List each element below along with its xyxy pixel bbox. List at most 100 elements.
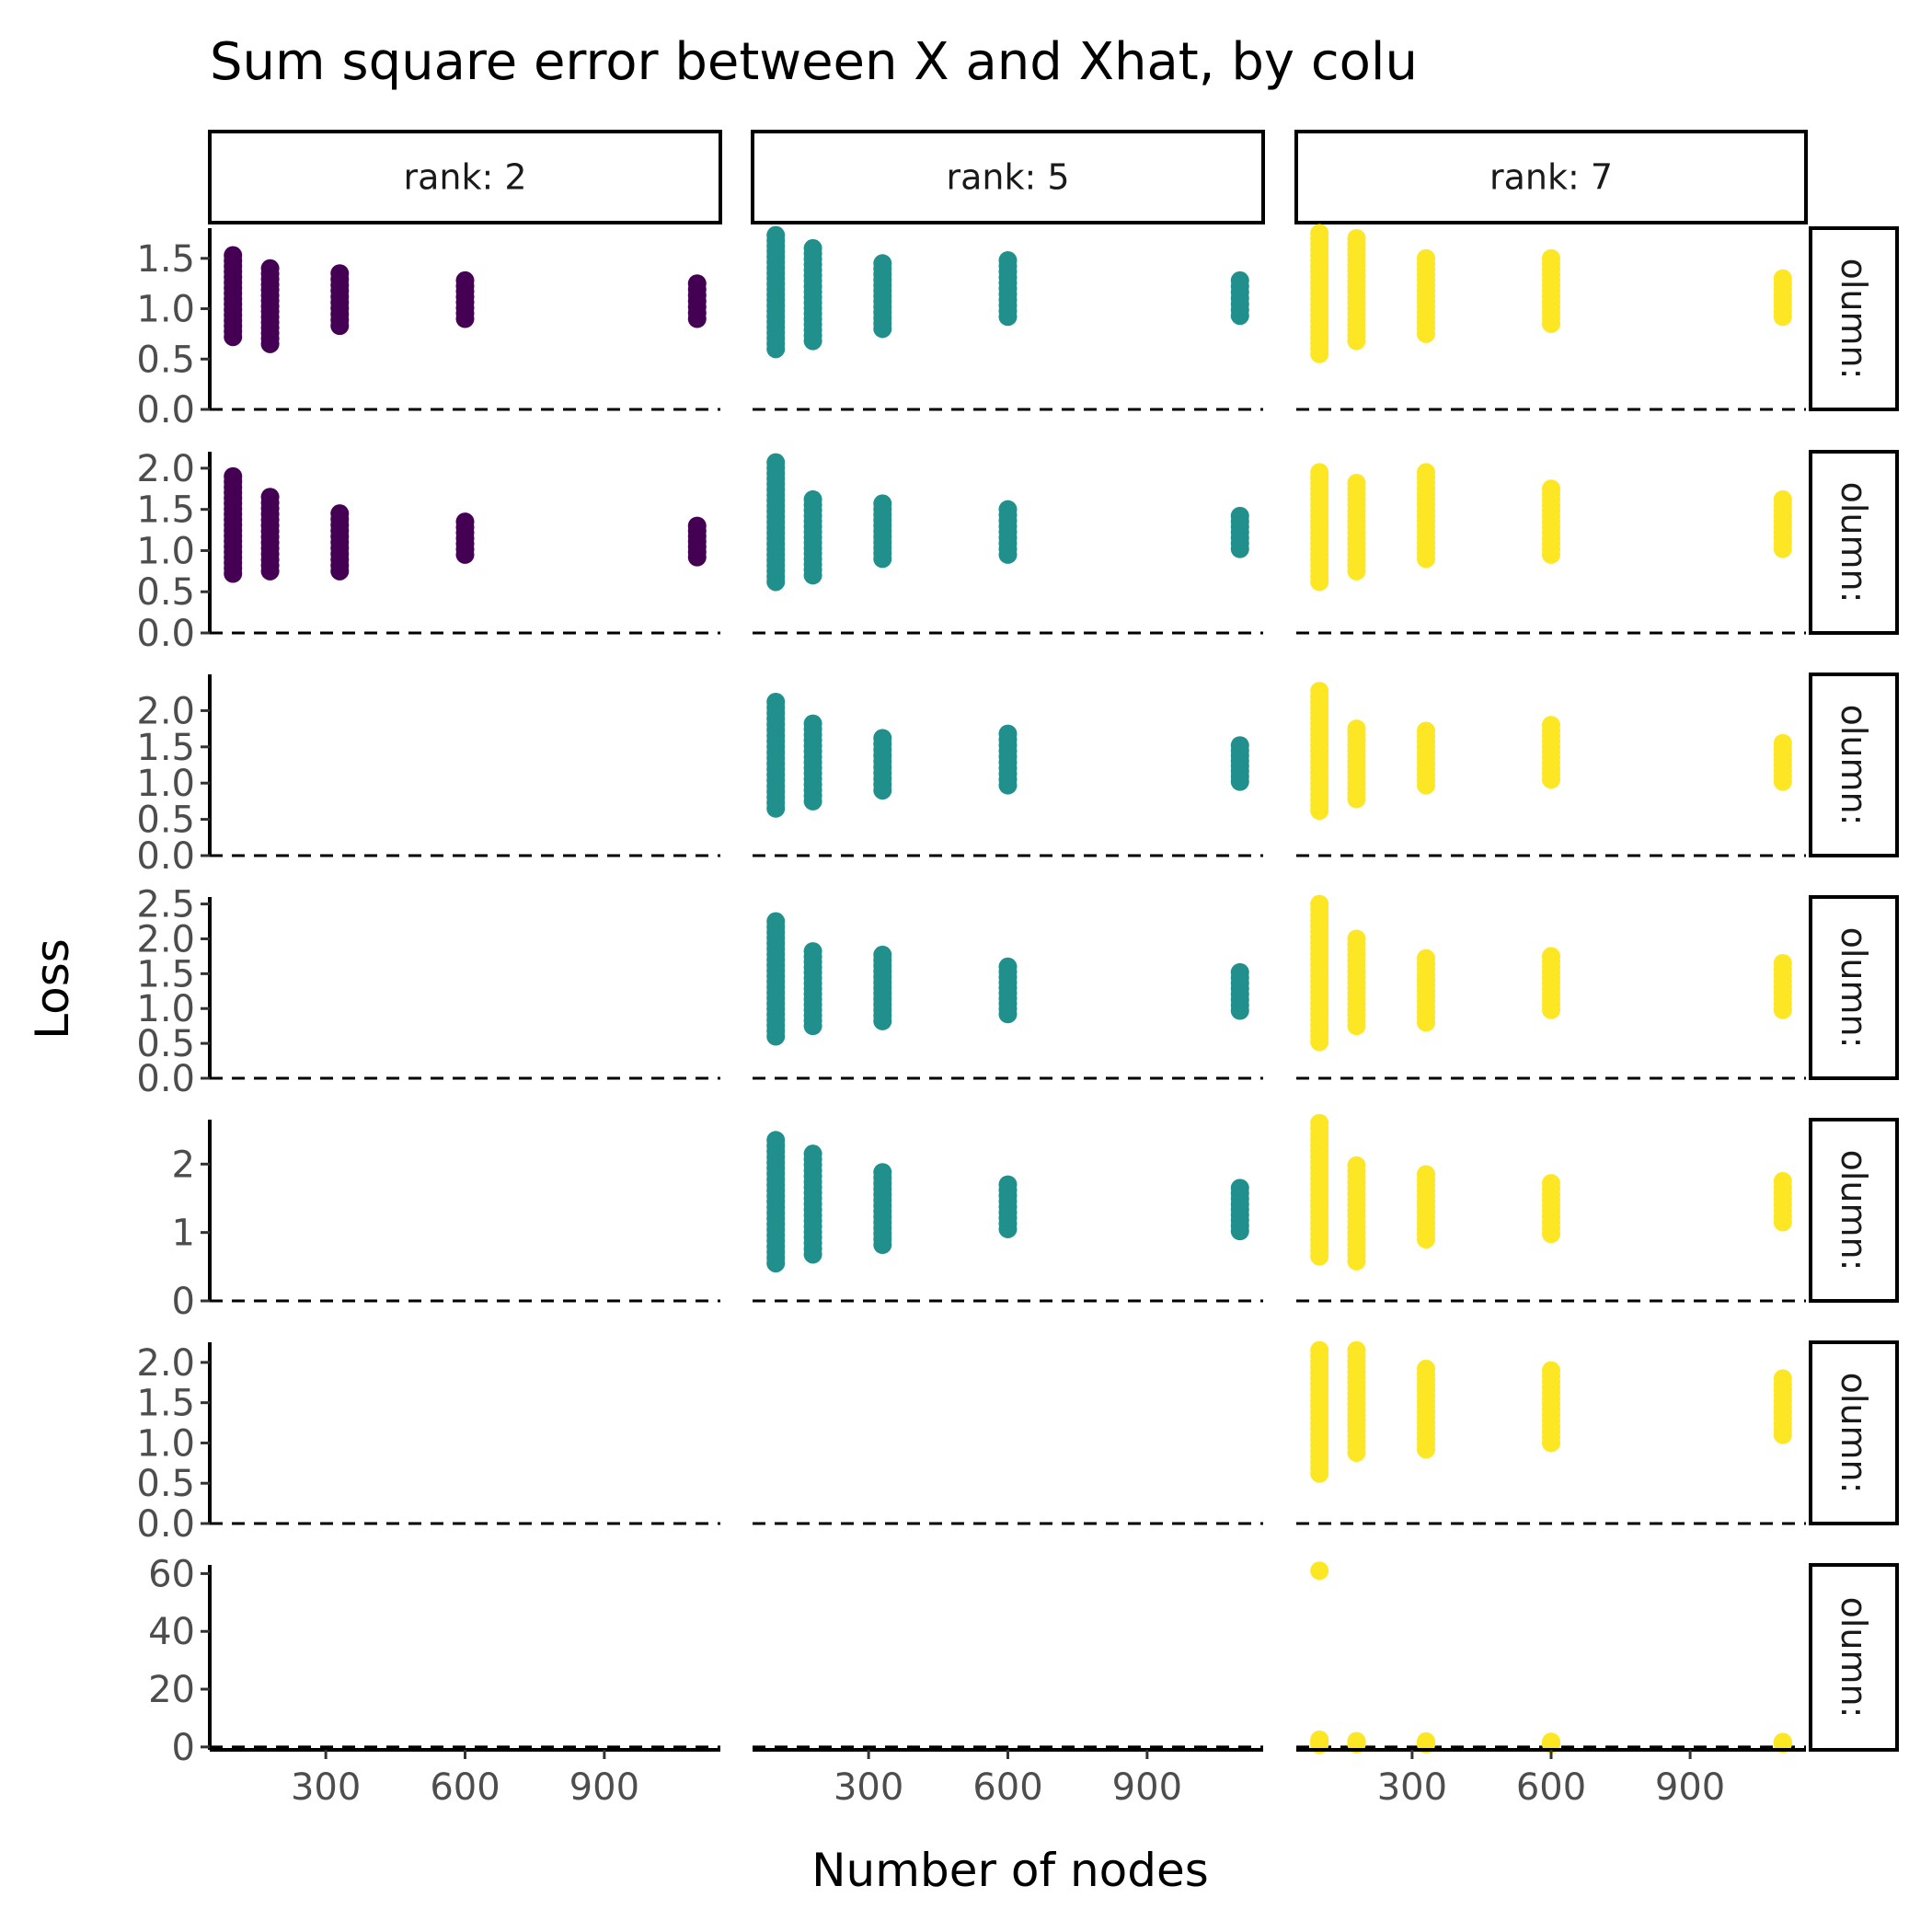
data-point bbox=[1417, 463, 1436, 482]
facet-strip-row-label: olumn: bbox=[1834, 927, 1874, 1049]
facet-strip-label: rank: 5 bbox=[946, 157, 1069, 198]
data-point bbox=[260, 259, 280, 278]
data-point bbox=[766, 225, 786, 245]
data-point bbox=[873, 945, 892, 964]
data-point bbox=[803, 238, 822, 258]
data-point bbox=[1417, 248, 1436, 268]
data-point bbox=[1417, 949, 1436, 968]
y-tick-label: 0.5 bbox=[136, 1463, 195, 1505]
y-tick-label: 1.5 bbox=[136, 489, 195, 532]
data-point bbox=[766, 692, 786, 711]
y-tick-label: 20 bbox=[148, 1669, 195, 1711]
data-point bbox=[224, 466, 243, 486]
y-tick-label: 1.0 bbox=[136, 763, 195, 805]
facet-strip-row-label: olumn: bbox=[1834, 705, 1874, 826]
data-point bbox=[1230, 1179, 1249, 1198]
data-point bbox=[1310, 224, 1329, 243]
x-tick-label: 300 bbox=[1377, 1766, 1447, 1809]
data-point bbox=[687, 516, 707, 535]
y-tick-label: 1.5 bbox=[136, 953, 195, 995]
data-point bbox=[803, 489, 822, 509]
y-tick-label: 1.5 bbox=[136, 1383, 195, 1425]
y-tick-label: 1.0 bbox=[136, 289, 195, 331]
data-point bbox=[330, 504, 350, 523]
data-point bbox=[766, 1131, 786, 1150]
y-tick-label: 2 bbox=[172, 1144, 195, 1186]
y-tick-label: 2.0 bbox=[136, 1342, 195, 1385]
facet-strip-row-label: olumn: bbox=[1834, 1150, 1874, 1271]
data-point bbox=[260, 488, 280, 507]
data-point bbox=[1773, 489, 1792, 509]
y-tick-label: 1.0 bbox=[136, 530, 195, 572]
x-tick-label: 600 bbox=[972, 1766, 1042, 1809]
data-point bbox=[1310, 1113, 1329, 1133]
facet-strip-row-label: olumn: bbox=[1834, 482, 1874, 604]
data-point bbox=[1310, 463, 1329, 482]
y-tick-label: 1 bbox=[172, 1213, 195, 1255]
y-tick-label: 0.5 bbox=[136, 339, 195, 381]
data-point bbox=[1417, 1359, 1436, 1378]
data-point bbox=[330, 264, 350, 283]
facet-strip-row-label: olumn: bbox=[1834, 259, 1874, 380]
data-point bbox=[1542, 479, 1560, 499]
data-point bbox=[1773, 953, 1792, 972]
data-point bbox=[1347, 929, 1366, 949]
data-point bbox=[803, 942, 822, 961]
y-tick-label: 2.0 bbox=[136, 918, 195, 960]
x-tick-label: 300 bbox=[834, 1766, 903, 1809]
y-tick-label: 2.5 bbox=[136, 884, 195, 926]
y-axis-title: Loss bbox=[26, 938, 79, 1040]
data-point bbox=[1542, 716, 1560, 735]
data-point bbox=[1542, 1174, 1560, 1193]
data-point bbox=[1310, 1561, 1329, 1581]
data-point bbox=[1773, 733, 1792, 753]
data-point bbox=[998, 251, 1018, 270]
y-tick-label: 2.0 bbox=[136, 448, 195, 490]
data-point bbox=[766, 912, 786, 931]
data-point bbox=[455, 512, 475, 532]
data-point bbox=[1310, 682, 1329, 701]
y-tick-label: 2.0 bbox=[136, 690, 195, 732]
x-tick-label: 900 bbox=[1112, 1766, 1182, 1809]
data-point bbox=[998, 957, 1018, 976]
facet-strip-row bbox=[1809, 673, 1899, 857]
data-point bbox=[803, 1144, 822, 1164]
y-tick-label: 1.0 bbox=[136, 988, 195, 1030]
data-point bbox=[1773, 1369, 1792, 1388]
x-tick-label: 900 bbox=[569, 1766, 639, 1809]
x-tick-label: 600 bbox=[430, 1766, 500, 1809]
facet-strip-column bbox=[751, 130, 1265, 224]
y-tick-label: 40 bbox=[148, 1611, 195, 1653]
data-point bbox=[1347, 1731, 1366, 1751]
facet-strip-row bbox=[1809, 895, 1899, 1080]
chart-title: Sum square error between X and Xhat, by … bbox=[210, 32, 1418, 92]
facet-strip-row bbox=[1809, 226, 1899, 411]
y-tick-label: 1.5 bbox=[136, 238, 195, 281]
facet-strip-row bbox=[1809, 1340, 1899, 1525]
y-tick-label: 60 bbox=[148, 1553, 195, 1595]
facet-strip-label: rank: 2 bbox=[403, 157, 526, 198]
data-point bbox=[1230, 736, 1249, 755]
data-point bbox=[873, 254, 892, 273]
y-tick-label: 0.0 bbox=[136, 1058, 195, 1100]
y-tick-label: 0.5 bbox=[136, 571, 195, 614]
data-point bbox=[1773, 269, 1792, 288]
data-point bbox=[1347, 228, 1366, 247]
y-tick-label: 1.5 bbox=[136, 727, 195, 769]
data-point bbox=[998, 500, 1018, 519]
data-point bbox=[998, 1175, 1018, 1194]
data-point bbox=[1542, 1732, 1560, 1752]
data-point bbox=[455, 270, 475, 290]
data-point bbox=[224, 246, 243, 265]
data-point bbox=[873, 1163, 892, 1182]
y-tick-label: 0.0 bbox=[136, 613, 195, 655]
data-point bbox=[1347, 474, 1366, 493]
data-point bbox=[873, 494, 892, 513]
data-point bbox=[1347, 1156, 1366, 1175]
y-tick-label: 0 bbox=[172, 1281, 195, 1323]
y-tick-label: 0.0 bbox=[136, 389, 195, 431]
data-point bbox=[998, 724, 1018, 743]
data-point bbox=[1230, 506, 1249, 525]
data-point bbox=[766, 453, 786, 472]
